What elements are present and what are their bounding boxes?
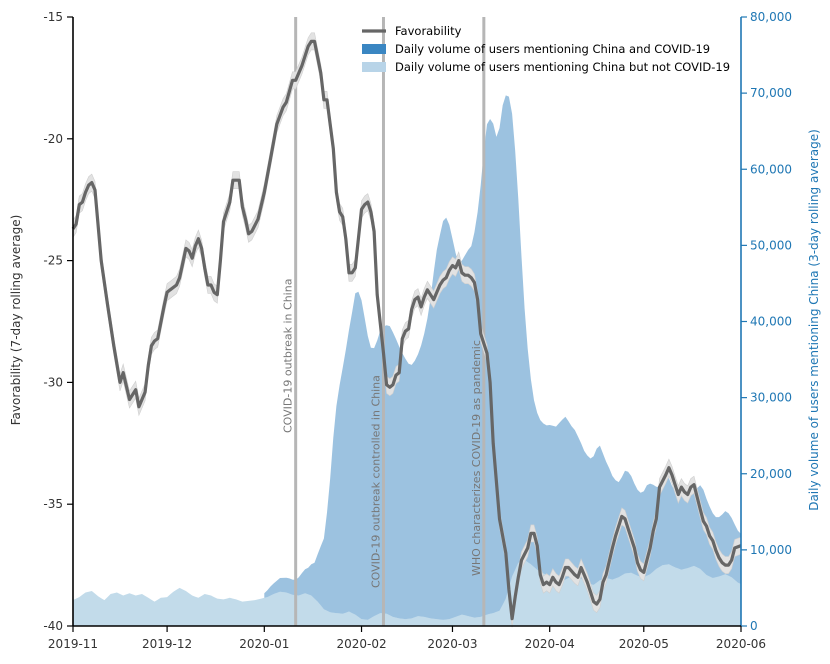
right-tick-label: 10,000: [750, 543, 792, 557]
left-tick-label: -20: [43, 132, 63, 146]
left-tick-label: -15: [43, 10, 63, 24]
left-axis-label: Favorability (7-day rolling average): [9, 215, 23, 426]
x-tick-label: 2019-12: [142, 637, 192, 651]
right-tick-label: 70,000: [750, 86, 792, 100]
right-tick-label: 50,000: [750, 238, 792, 252]
event-label: WHO characterizes COVID-19 as pandemic: [470, 340, 483, 576]
legend-label: Favorability: [395, 24, 462, 38]
right-tick-label: 80,000: [750, 10, 792, 24]
favorability-line: [71, 39, 742, 621]
right-tick-label: 40,000: [750, 315, 792, 329]
event-markers: COVID-19 outbreak in China COVID-19 outbr…: [282, 17, 486, 626]
x-tick-label: 2020-01: [239, 637, 289, 651]
favorability-line-path: [71, 39, 742, 621]
x-tick-label: 2020-04: [525, 637, 575, 651]
legend-swatch-covid: [362, 44, 386, 54]
right-tick-label: 30,000: [750, 391, 792, 405]
axes: -40 -35 -30 -25 -20 -15 0 10,000 20,000 30,000 40,…: [43, 10, 792, 651]
right-tick-label: 0: [750, 619, 758, 633]
right-tick-label: 20,000: [750, 467, 792, 481]
x-tick-label: 2020-06: [716, 637, 766, 651]
x-tick-label: 2019-11: [48, 637, 98, 651]
left-tick-label: -40: [43, 619, 63, 633]
event-label: COVID-19 outbreak controlled in China: [369, 375, 382, 588]
legend-swatch-non-covid: [362, 62, 386, 72]
legend: Favorability Daily volume of users mentio…: [362, 24, 730, 74]
x-tick-label: 2020-02: [336, 637, 386, 651]
left-tick-label: -30: [43, 375, 63, 389]
legend-label: Daily volume of users mentioning China b…: [395, 60, 730, 74]
right-tick-label: 60,000: [750, 162, 792, 176]
right-axis-label: Daily volume of users mentioning China (…: [807, 129, 821, 511]
x-tick-label: 2020-03: [427, 637, 477, 651]
left-tick-label: -35: [43, 497, 63, 511]
legend-label: Daily volume of users mentioning China a…: [395, 42, 710, 56]
left-tick-label: -25: [43, 254, 63, 268]
x-tick-label: 2020-05: [619, 637, 669, 651]
event-label: COVID-19 outbreak in China: [282, 279, 295, 433]
